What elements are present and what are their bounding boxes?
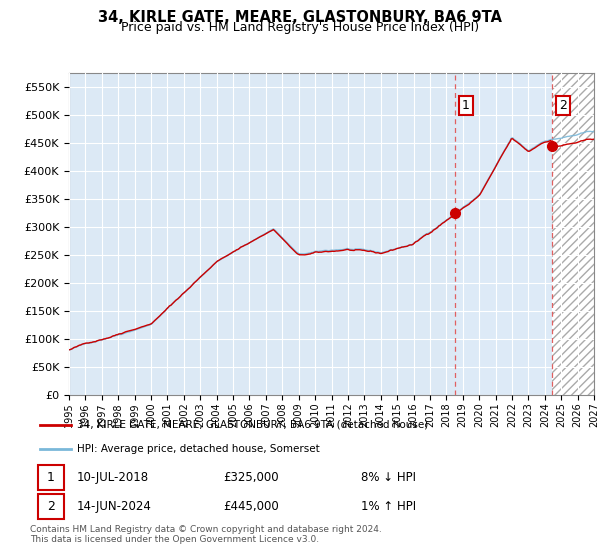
Text: £325,000: £325,000 — [223, 471, 279, 484]
Text: HPI: Average price, detached house, Somerset: HPI: Average price, detached house, Some… — [77, 444, 320, 454]
Text: 14-JUN-2024: 14-JUN-2024 — [77, 500, 152, 513]
Text: 8% ↓ HPI: 8% ↓ HPI — [361, 471, 416, 484]
FancyBboxPatch shape — [38, 494, 64, 519]
Text: 1: 1 — [462, 99, 470, 112]
Text: 2: 2 — [47, 500, 55, 513]
Bar — [552, 73, 594, 395]
Text: 34, KIRLE GATE, MEARE, GLASTONBURY, BA6 9TA: 34, KIRLE GATE, MEARE, GLASTONBURY, BA6 … — [98, 10, 502, 25]
Text: Contains HM Land Registry data © Crown copyright and database right 2024.
This d: Contains HM Land Registry data © Crown c… — [30, 525, 382, 544]
Bar — [455, 73, 552, 395]
Text: Price paid vs. HM Land Registry's House Price Index (HPI): Price paid vs. HM Land Registry's House … — [121, 21, 479, 34]
Text: 1: 1 — [47, 471, 55, 484]
Text: 2: 2 — [559, 99, 566, 112]
Text: £445,000: £445,000 — [223, 500, 279, 513]
Text: 34, KIRLE GATE, MEARE, GLASTONBURY, BA6 9TA (detached house): 34, KIRLE GATE, MEARE, GLASTONBURY, BA6 … — [77, 420, 428, 430]
Text: 10-JUL-2018: 10-JUL-2018 — [77, 471, 149, 484]
FancyBboxPatch shape — [38, 465, 64, 489]
Text: 1% ↑ HPI: 1% ↑ HPI — [361, 500, 416, 513]
